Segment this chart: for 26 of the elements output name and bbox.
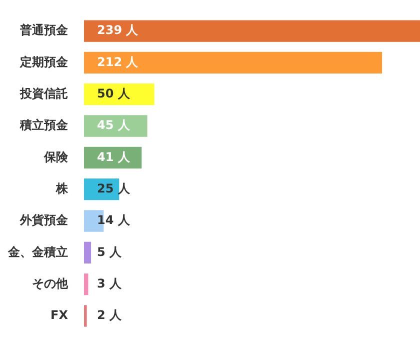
bar <box>84 115 148 137</box>
data-label: 50 人 <box>97 86 131 100</box>
y-tick-label: 保険 <box>43 150 69 164</box>
data-label: 45 人 <box>97 118 131 132</box>
bar <box>84 242 92 264</box>
data-label: 41 人 <box>97 150 131 164</box>
bar <box>84 52 382 74</box>
y-tick-label: 投資信託 <box>19 86 68 100</box>
bar <box>84 273 88 296</box>
bar <box>84 305 87 327</box>
data-label: 5 人 <box>97 244 123 259</box>
y-tick-label: 普通預金 <box>19 23 69 38</box>
data-label: 3 人 <box>97 276 123 290</box>
y-tick-label: 積立預金 <box>19 118 69 132</box>
data-label: 14 人 <box>97 213 131 228</box>
y-tick-label: FX <box>50 308 69 322</box>
data-label: 239 人 <box>97 23 140 38</box>
bar <box>84 84 154 106</box>
data-label: 2 人 <box>97 308 123 322</box>
y-tick-label: 外貨預金 <box>19 213 69 228</box>
y-tick-label: 金、金積立 <box>7 244 68 259</box>
y-tick-label: 株 <box>55 181 69 196</box>
y-tick-label: 定期預金 <box>19 54 69 69</box>
bar <box>84 20 420 42</box>
data-label: 212 人 <box>97 54 140 69</box>
y-tick-label: その他 <box>32 276 69 290</box>
